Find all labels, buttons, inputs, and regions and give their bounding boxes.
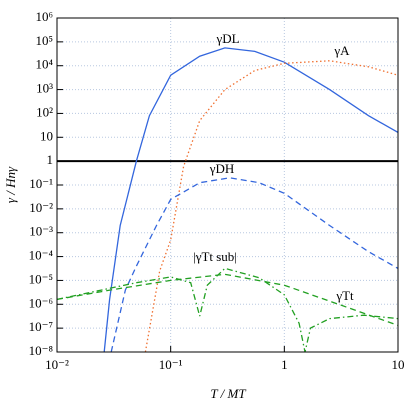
y-tick-label: 10³ [36,81,53,96]
series-line [103,47,398,352]
series-label: γDH [209,161,235,176]
y-tick-label: 10⁶ [35,9,53,24]
x-axis-label: T / MT [210,386,246,401]
y-tick-label: 10⁻⁵ [29,271,53,286]
y-tick-label: 10⁻⁴ [29,248,54,263]
series-line [57,267,398,352]
y-tick-label: 10⁻² [29,200,53,215]
x-tick-label: 10⁻² [45,357,69,372]
y-tick-label: 10⁵ [35,33,53,48]
plot-frame [56,17,399,353]
y-tick-label: 10⁴ [35,57,53,72]
x-tick-label: 1 [281,357,288,372]
y-tick-label: 1 [47,152,54,167]
y-tick-label: 10 [40,128,53,143]
series-label: |γTt sub| [193,249,237,264]
y-tick-label: 10² [36,104,53,119]
series-line [110,177,398,352]
x-tick-label: 10⁻¹ [159,357,183,372]
y-axis-label: γ / Hnγ [3,166,18,203]
y-tick-label: 10⁻⁶ [29,295,53,310]
y-tick-label: 10⁻⁸ [29,343,54,358]
x-tick-label: 10 [392,357,405,372]
y-tick-label: 10⁻⁷ [29,319,53,334]
series-label: γA [333,43,350,58]
series-label: γTt [335,288,354,303]
series-line [57,273,398,327]
series-label: γDL [215,31,239,46]
y-tick-label: 10⁻³ [29,224,53,239]
series-line [144,60,398,352]
y-tick-label: 10⁻¹ [29,176,53,191]
